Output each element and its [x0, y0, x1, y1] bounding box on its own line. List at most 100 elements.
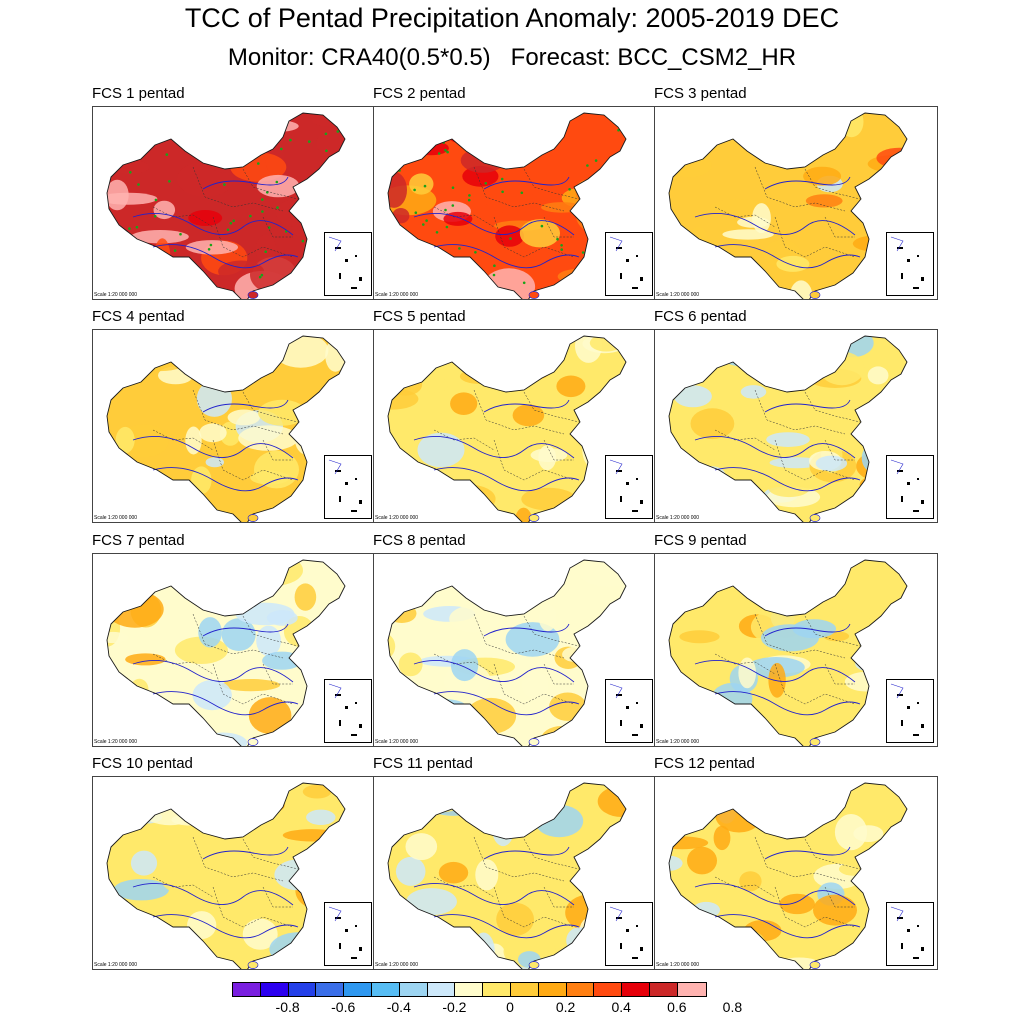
- anomaly-region: [250, 255, 299, 294]
- significance-dot: [235, 134, 239, 137]
- significance-dot: [264, 250, 267, 253]
- south-china-sea-inset: [324, 902, 372, 966]
- anomaly-region: [188, 210, 223, 226]
- anomaly-region: [294, 421, 319, 455]
- anomaly-region: [751, 560, 796, 591]
- significance-dot: [432, 288, 435, 292]
- province-boundary: [754, 613, 846, 659]
- anomaly-region: [302, 784, 332, 799]
- country-fill: [669, 560, 907, 746]
- island-mark: [907, 259, 910, 262]
- map-panel: Scale 1:20 000 000: [373, 553, 657, 747]
- significance-dot: [267, 226, 271, 229]
- anomaly-region: [388, 908, 416, 929]
- anomaly-region: [834, 814, 868, 851]
- island-mark: [616, 470, 622, 472]
- anomaly-region: [817, 726, 866, 746]
- island-mark: [620, 943, 622, 949]
- river: [714, 914, 861, 939]
- significance-dot: [426, 262, 429, 265]
- colorbar-tick-label: -0.6: [331, 999, 356, 1015]
- significance-dot: [209, 243, 213, 247]
- colorbar-swatch: [316, 983, 345, 996]
- province-boundary: [212, 663, 294, 705]
- anomaly-region: [488, 369, 540, 383]
- anomaly-region: [131, 230, 189, 244]
- anomaly-region: [598, 180, 626, 208]
- significance-dot: [257, 162, 260, 165]
- significance-dot: [586, 164, 589, 167]
- hainan-island: [809, 514, 821, 522]
- anomaly-region: [482, 140, 516, 157]
- island-mark: [640, 500, 643, 504]
- island-mark: [355, 702, 357, 704]
- anomaly-region: [311, 113, 345, 127]
- significance-dot: [249, 214, 252, 218]
- island-mark: [640, 724, 643, 728]
- anomaly-region: [475, 859, 499, 891]
- province-boundary: [262, 886, 293, 908]
- island-mark: [917, 702, 919, 704]
- anomaly-region: [460, 505, 489, 522]
- country-border: [387, 559, 627, 746]
- significance-dot: [399, 135, 402, 138]
- river: [433, 244, 580, 269]
- significance-dot: [446, 150, 449, 154]
- anomaly-region: [575, 195, 608, 232]
- significance-dot: [108, 135, 111, 139]
- map-panel: Scale 1:20 000 000: [92, 553, 376, 747]
- significance-dot: [307, 195, 310, 198]
- significance-dot: [498, 133, 502, 136]
- province-boundary: [433, 653, 495, 675]
- province-boundary: [152, 876, 214, 898]
- significance-dot: [518, 158, 522, 162]
- river: [764, 399, 851, 413]
- anomaly-region: [711, 925, 731, 953]
- anomaly-region: [248, 697, 292, 734]
- hainan-island: [247, 291, 259, 299]
- colorbar-swatch: [483, 983, 511, 996]
- significance-dot: [560, 248, 563, 251]
- anomaly-region: [107, 344, 127, 369]
- anomaly-region: [297, 409, 337, 422]
- province-boundary: [774, 663, 856, 705]
- colorbar-swatch: [677, 983, 706, 996]
- island-mark: [640, 277, 643, 281]
- anomaly-region: [803, 166, 842, 186]
- anomaly-region: [766, 432, 810, 447]
- anomaly-region: [714, 560, 735, 587]
- significance-dot: [556, 289, 559, 293]
- significance-dot: [583, 271, 586, 274]
- island-mark: [335, 470, 341, 472]
- river: [764, 176, 851, 190]
- anomaly-region: [768, 662, 786, 698]
- anomaly-region: [395, 856, 426, 886]
- anomaly-region: [819, 351, 865, 386]
- anomaly-region: [161, 268, 187, 281]
- significance-dot: [138, 245, 142, 249]
- colorbar-swatch: [649, 983, 678, 996]
- country-border: [106, 782, 346, 969]
- anomaly-region: [185, 426, 202, 455]
- significance-dot: [458, 247, 461, 250]
- scale-text: Scale 1:20 000 000: [656, 515, 700, 521]
- anomaly-region: [414, 784, 467, 813]
- anomaly-region: [742, 284, 777, 299]
- significance-dot: [576, 204, 579, 208]
- anomaly-region: [669, 147, 709, 158]
- significance-dot: [560, 244, 563, 247]
- anomaly-region: [143, 800, 197, 826]
- china-map: [106, 335, 346, 522]
- significance-dot: [137, 132, 141, 135]
- province-boundary: [473, 836, 565, 882]
- colorbar-swatch: [260, 983, 289, 996]
- island-mark: [907, 929, 910, 932]
- south-china-sea-inset: [324, 455, 372, 519]
- china-map: [387, 112, 627, 299]
- significance-dot: [493, 264, 496, 267]
- anomaly-region: [839, 862, 870, 876]
- anomaly-region: [274, 859, 321, 891]
- anomaly-region: [876, 147, 907, 169]
- significance-dot: [328, 165, 331, 168]
- river: [694, 212, 856, 236]
